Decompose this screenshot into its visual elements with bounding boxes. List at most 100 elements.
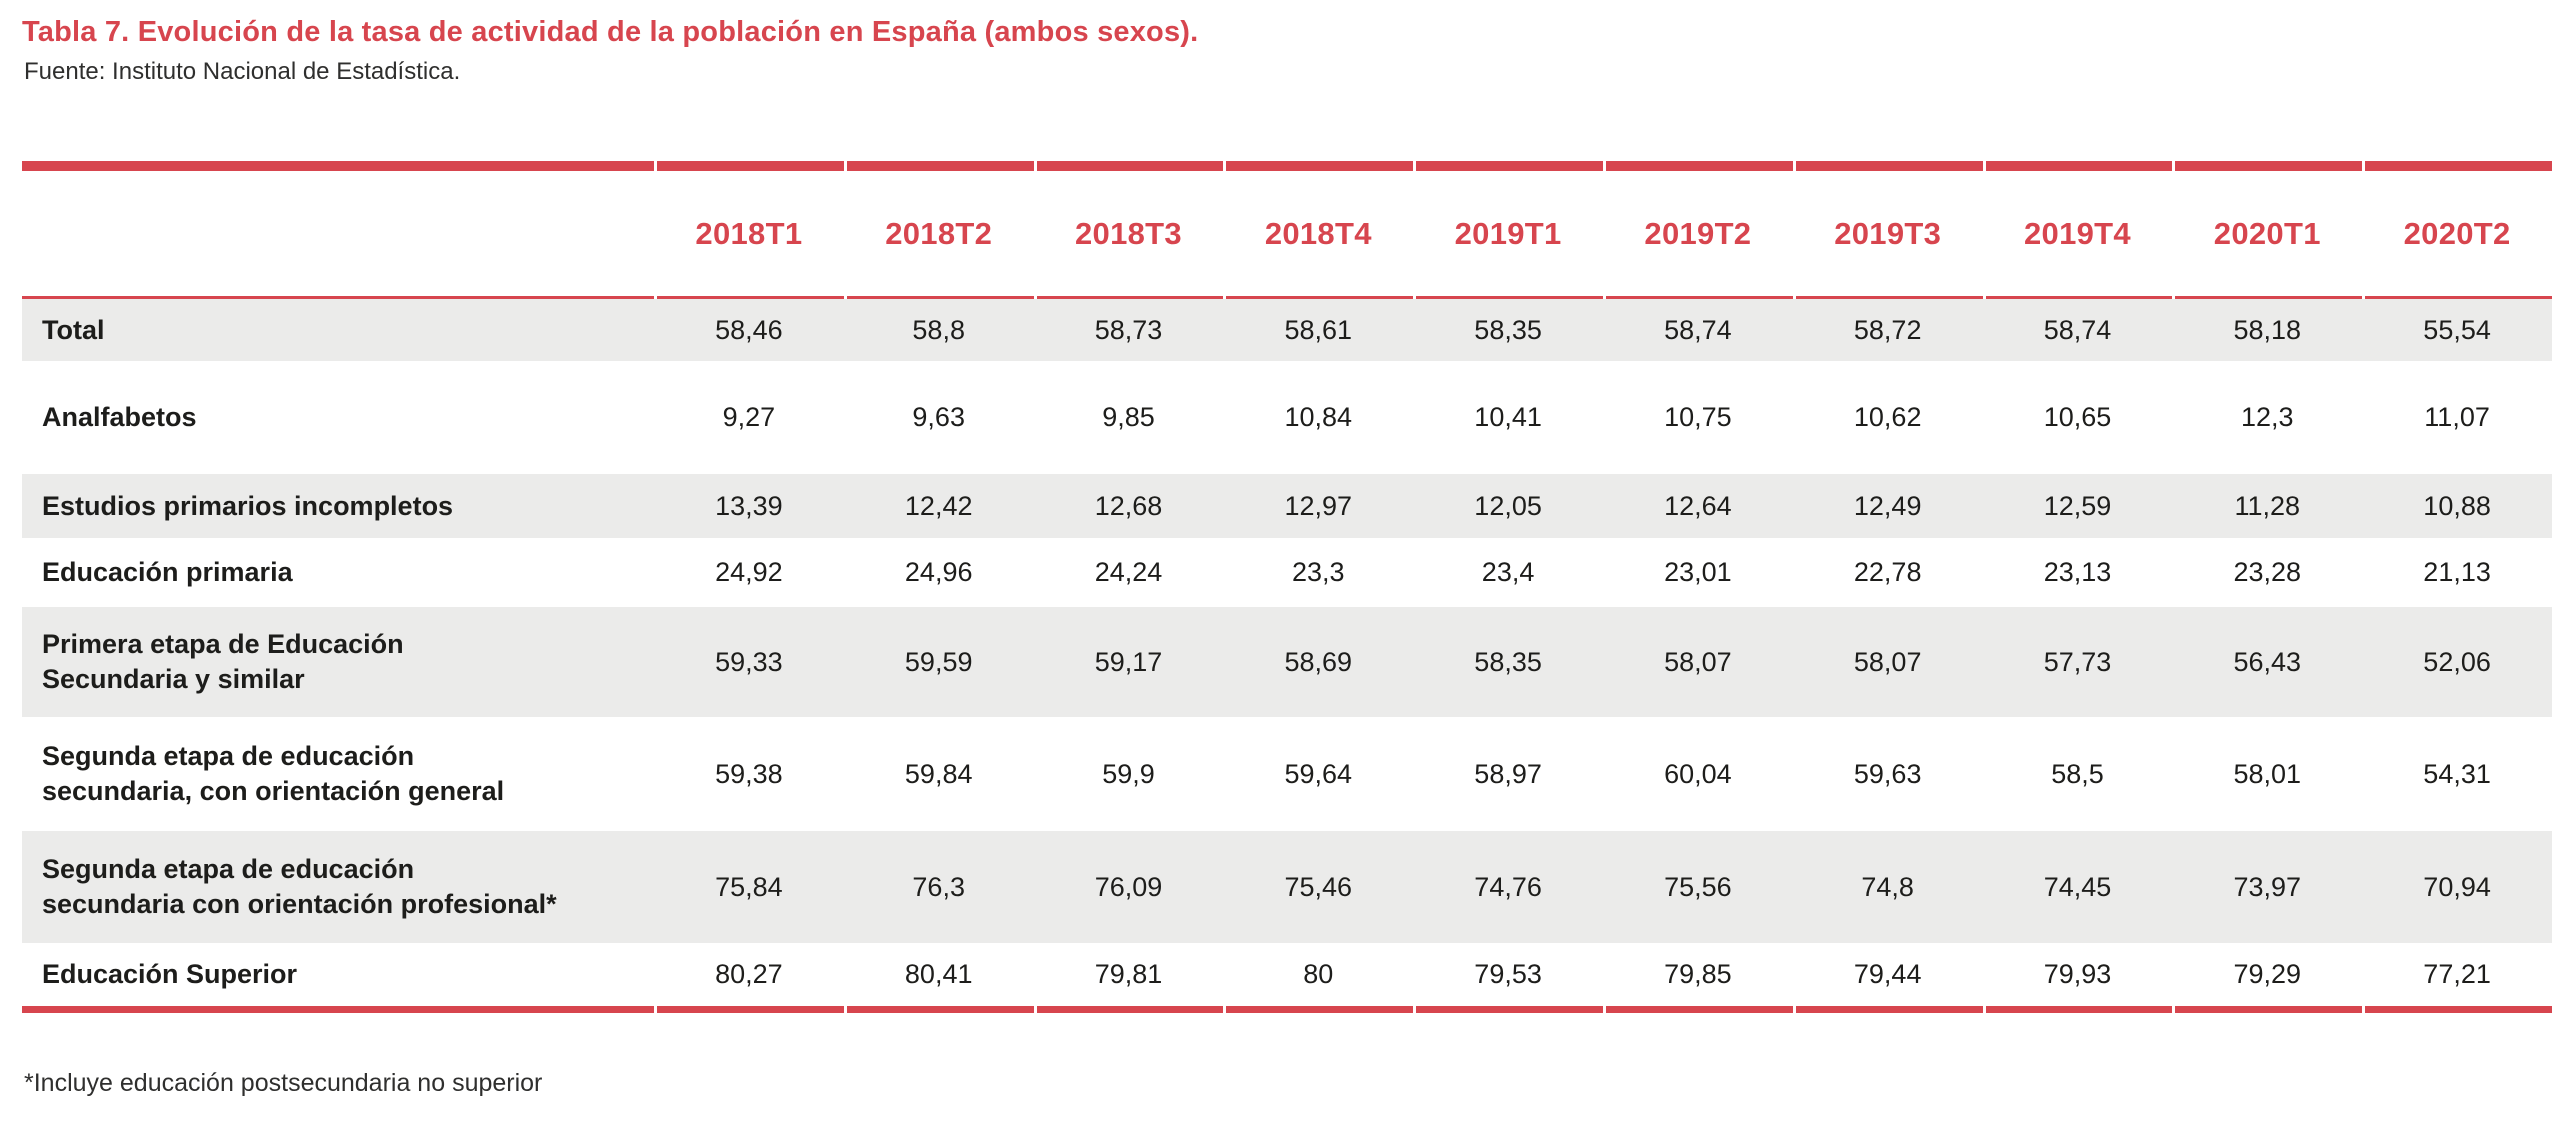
red-rule-segment: [1413, 296, 1603, 300]
report-page: Tabla 7. Evolución de la tasa de activid…: [22, 16, 2552, 1098]
table-footnote: *Incluye educación postsecundaria no sup…: [24, 1069, 543, 1098]
red-rule-segment: [1034, 161, 1224, 172]
row-label: Segunda etapa de educación secundaria co…: [22, 831, 654, 944]
table-row: Estudios primarios incompletos 13,39 12,42…: [22, 474, 2552, 539]
column-header: 2018T4: [1264, 215, 1372, 251]
red-rule-segment: [1983, 296, 2173, 300]
cell: 76,3: [843, 831, 1034, 944]
cell: 23,13: [2043, 557, 2112, 588]
row-label: Educación Superior: [42, 959, 298, 990]
cell: 59,59: [843, 607, 1034, 718]
cell: 59,33: [654, 607, 844, 718]
cell: 10,65: [2043, 402, 2112, 433]
red-rule-segment: [1793, 296, 1983, 300]
cell: 23,01: [1664, 557, 1732, 588]
red-rule-segment: [1413, 161, 1603, 172]
red-rule-segment: [654, 1006, 844, 1014]
table-row: Educación Superior 80,27 80,41 79,81 80 79,53…: [22, 943, 2552, 1006]
cell: 80,27: [715, 959, 783, 990]
red-rule-segment: [1413, 1006, 1603, 1014]
cell: 58,07: [1602, 607, 1793, 718]
red-rule-segment: [654, 296, 844, 300]
red-rule-segment: [1983, 1006, 2173, 1014]
cell: 80: [1303, 959, 1334, 990]
red-rule-segment: [1983, 161, 2173, 172]
red-rule-segment: [844, 161, 1034, 172]
row-label: Primera etapa de Educación Secundaria y …: [22, 607, 654, 718]
cell: 58,8: [843, 299, 1034, 362]
red-rule-segment: [2172, 1006, 2363, 1014]
column-header: 2018T3: [1075, 215, 1182, 251]
red-rule-segment: [1603, 161, 1793, 172]
cell: 73,97: [2172, 831, 2363, 944]
cell: 12,3: [2240, 402, 2294, 433]
cell: 74,76: [1413, 831, 1603, 944]
cell: 79,44: [1853, 959, 1922, 990]
red-rule-segment: [2362, 161, 2552, 172]
cell: 74,8: [1792, 831, 1983, 944]
cell: 10,75: [1664, 402, 1732, 433]
column-header: 2019T2: [1644, 215, 1752, 251]
cell: 24,24: [1094, 557, 1163, 588]
cell: 58,18: [2172, 299, 2363, 362]
header-rule: [22, 296, 2552, 300]
cell: 58,46: [654, 299, 844, 362]
cell: 23,28: [2233, 557, 2302, 588]
red-rule-segment: [1603, 296, 1793, 300]
cell: 54,31: [2423, 758, 2491, 789]
cell: 58,5: [2051, 758, 2104, 789]
cell: 9,63: [912, 402, 965, 433]
cell: 12,97: [1223, 474, 1414, 539]
cell: 58,35: [1413, 299, 1603, 362]
red-rule-segment: [844, 296, 1034, 300]
column-header: 2018T1: [695, 215, 803, 251]
cell: 12,49: [1792, 474, 1983, 539]
cell: 58,07: [1792, 607, 1983, 718]
red-rule-segment: [1793, 161, 1983, 172]
cell: 59,17: [1033, 607, 1224, 718]
cell: 12,59: [1982, 474, 2173, 539]
cell: 77,21: [2423, 959, 2491, 990]
cell: 74,45: [1982, 831, 2173, 944]
cell: 23,3: [1292, 557, 1345, 588]
cell: 57,73: [1982, 607, 2173, 718]
cell: 76,09: [1033, 831, 1224, 944]
red-rule-segment: [1034, 296, 1224, 300]
red-rule-segment: [22, 296, 654, 300]
cell: 9,85: [1102, 402, 1155, 433]
row-label: Segunda etapa de educación secundaria, c…: [42, 741, 505, 807]
cell: 22,78: [1853, 557, 1922, 588]
activity-rate-table: 2018T1 2018T2 2018T3 2018T4 2019T1 2019T2 2019…: [22, 161, 2552, 1014]
table-row: Segunda etapa de educación secundaria co…: [22, 831, 2552, 944]
cell: 59,9: [1102, 758, 1155, 789]
row-label: Estudios primarios incompletos: [22, 474, 654, 539]
column-header: 2018T2: [885, 215, 993, 251]
cell: 11,28: [2172, 474, 2363, 539]
cell: 80,41: [904, 959, 973, 990]
cell: 12,05: [1413, 474, 1603, 539]
cell: 10,41: [1474, 402, 1542, 433]
cell: 56,43: [2172, 607, 2363, 718]
cell: 58,74: [1602, 299, 1793, 362]
cell: 52,06: [2362, 607, 2552, 718]
table-row: Primera etapa de Educación Secundaria y …: [22, 607, 2552, 718]
table-row: Total 58,46 58,8 58,73 58,61 58,35 58,74 58,72 5…: [22, 299, 2552, 362]
cell: 58,72: [1792, 299, 1983, 362]
red-rule-segment: [22, 161, 654, 172]
cell: 79,81: [1094, 959, 1163, 990]
cell: 60,04: [1664, 758, 1732, 789]
row-label: Analfabetos: [42, 402, 197, 433]
cell: 59,38: [715, 758, 783, 789]
cell: 75,56: [1602, 831, 1793, 944]
cell: 75,46: [1223, 831, 1414, 944]
cell: 10,62: [1853, 402, 1922, 433]
red-rule-segment: [844, 1006, 1034, 1014]
bottom-rule: [22, 1006, 2552, 1014]
red-rule-segment: [2172, 161, 2363, 172]
table-body: 2018T1 2018T2 2018T3 2018T4 2019T1 2019T2 2019…: [22, 161, 2552, 1014]
cell: 58,73: [1033, 299, 1224, 362]
red-rule-segment: [1034, 1006, 1224, 1014]
column-header: 2019T1: [1454, 215, 1562, 251]
cell: 21,13: [2423, 557, 2491, 588]
cell: 9,27: [722, 402, 776, 433]
